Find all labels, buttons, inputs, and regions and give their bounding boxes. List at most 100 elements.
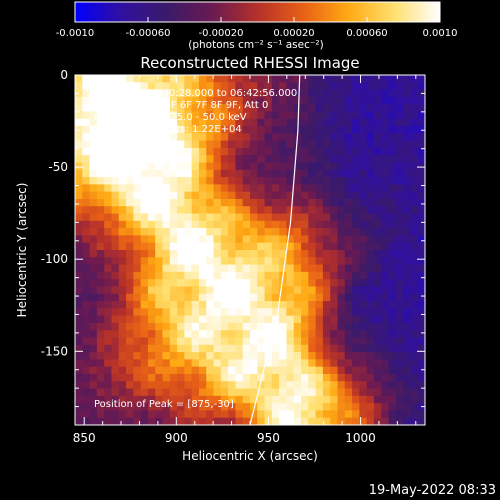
heatmap-cell — [96, 213, 105, 222]
heatmap-cell — [257, 220, 266, 229]
heatmap-cell — [126, 366, 134, 375]
heatmap-cell — [388, 213, 397, 222]
heatmap-cell — [162, 126, 171, 134]
heatmap-cell — [133, 147, 142, 156]
heatmap-cell — [177, 359, 185, 368]
heatmap-cell — [250, 126, 258, 134]
heatmap-cell — [242, 359, 251, 368]
heatmap-cell — [75, 104, 83, 113]
heatmap-cell — [271, 155, 280, 164]
heatmap-cell — [264, 410, 273, 419]
heatmap-cell — [352, 395, 360, 404]
heatmap-cell — [352, 366, 360, 375]
heatmap-cell — [118, 228, 127, 237]
heatmap-cell — [381, 330, 390, 339]
heatmap-cell — [417, 308, 425, 317]
heatmap-cell — [417, 162, 425, 171]
heatmap-cell — [133, 82, 142, 91]
heatmap-cell — [206, 126, 215, 134]
heatmap-cell — [286, 133, 295, 142]
heatmap-cell — [118, 155, 127, 164]
heatmap-cell — [410, 82, 419, 91]
heatmap-cell — [395, 82, 404, 91]
heatmap-cell — [373, 337, 382, 346]
heatmap-cell — [271, 257, 280, 266]
heatmap-cell — [206, 147, 215, 156]
heatmap-cell — [337, 206, 346, 215]
heatmap-cell — [417, 155, 425, 164]
heatmap-cell — [286, 169, 295, 178]
heatmap-cell — [140, 381, 149, 390]
heatmap-cell — [96, 147, 105, 156]
heatmap-cell — [82, 126, 91, 134]
heatmap-cell — [337, 228, 346, 237]
heatmap-cell — [206, 279, 215, 288]
heatmap-cell — [315, 395, 324, 404]
heatmap-cell — [162, 191, 171, 200]
heatmap-cell — [177, 366, 185, 375]
heatmap-cell — [373, 410, 382, 419]
heatmap-cell — [242, 301, 251, 309]
heatmap-cell — [162, 322, 171, 331]
heatmap-cell — [169, 140, 178, 149]
heatmap-cell — [169, 75, 178, 83]
heatmap-cell — [301, 198, 309, 207]
heatmap-cell — [126, 388, 134, 397]
heatmap-cell — [352, 228, 360, 237]
heatmap-cell — [228, 228, 237, 237]
heatmap-cell — [198, 337, 207, 346]
heatmap-cell — [359, 242, 368, 251]
heatmap-cell — [191, 308, 200, 317]
heatmap-cell — [96, 352, 105, 360]
heatmap-cell — [198, 264, 207, 273]
heatmap-cell — [155, 279, 164, 288]
heatmap-cell — [359, 118, 368, 127]
heatmap-cell — [177, 417, 185, 425]
heatmap-cell — [118, 301, 127, 309]
heatmap-cell — [373, 191, 382, 200]
heatmap-cell — [286, 344, 295, 353]
heatmap-cell — [403, 111, 412, 120]
heatmap-cell — [330, 373, 339, 382]
heatmap-cell — [235, 293, 244, 302]
heatmap-cell — [301, 344, 309, 353]
heatmap-cell — [381, 352, 390, 360]
heatmap-cell — [228, 410, 237, 419]
heatmap-cell — [388, 133, 397, 142]
heatmap-cell — [279, 344, 288, 353]
heatmap-cell — [308, 271, 317, 280]
heatmap-cell — [315, 264, 324, 273]
heatmap-cell — [337, 359, 346, 368]
heatmap-cell — [242, 111, 251, 120]
heatmap-cell — [75, 228, 83, 237]
heatmap-cell — [308, 337, 317, 346]
heatmap-cell — [286, 177, 295, 185]
heatmap-cell — [191, 82, 200, 91]
heatmap-cell — [162, 257, 171, 266]
heatmap-cell — [104, 177, 113, 185]
heatmap-cell — [293, 410, 302, 419]
heatmap-cell — [366, 257, 375, 266]
heatmap-cell — [264, 395, 273, 404]
heatmap-cell — [286, 96, 295, 105]
heatmap-cell — [395, 279, 404, 288]
heatmap-cell — [82, 293, 91, 302]
heatmap-cell — [301, 191, 309, 200]
heatmap-cell — [169, 359, 178, 368]
heatmap-cell — [242, 286, 251, 295]
heatmap-cell — [315, 257, 324, 266]
heatmap-cell — [271, 279, 280, 288]
heatmap-cell — [337, 118, 346, 127]
heatmap-cell — [75, 206, 83, 215]
heatmap-cell — [191, 206, 200, 215]
heatmap-cell — [373, 271, 382, 280]
heatmap-cell — [293, 352, 302, 360]
heatmap-cell — [264, 198, 273, 207]
heatmap-cell — [381, 147, 390, 156]
heatmap-cell — [410, 126, 419, 134]
heatmap-cell — [147, 206, 156, 215]
heatmap-cell — [191, 133, 200, 142]
heatmap-cell — [359, 206, 368, 215]
heatmap-cell — [366, 293, 375, 302]
heatmap-cell — [322, 315, 331, 324]
